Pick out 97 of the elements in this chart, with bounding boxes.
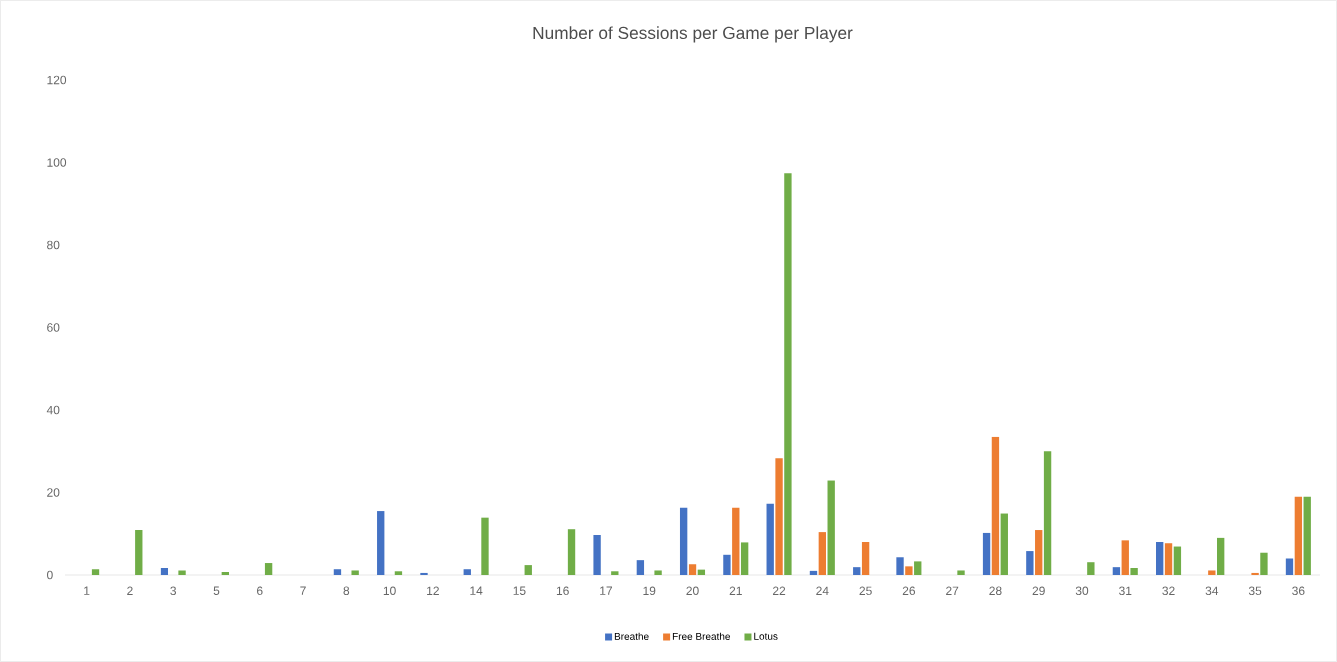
bar <box>1303 496 1311 575</box>
x-tick-label: 34 <box>1205 586 1219 596</box>
bar <box>593 534 601 575</box>
x-tick-label: 25 <box>859 586 872 596</box>
bar <box>766 503 774 575</box>
bar <box>463 569 471 575</box>
x-tick-label: 35 <box>1248 586 1262 596</box>
bar <box>264 563 273 575</box>
bar <box>818 532 827 575</box>
bar <box>1216 537 1225 575</box>
bar <box>1130 567 1138 575</box>
x-tick-label: 30 <box>1075 586 1089 596</box>
x-tick-label: 14 <box>470 586 483 595</box>
x-tick-label: 7 <box>300 586 306 595</box>
x-tick-label: 2 <box>127 586 133 595</box>
bar <box>1112 567 1121 575</box>
bar <box>1208 570 1216 575</box>
bar <box>394 571 403 575</box>
bar <box>957 570 965 575</box>
bar <box>1000 513 1008 575</box>
bar <box>1026 551 1034 575</box>
x-tick-label: 17 <box>600 586 613 595</box>
bar <box>1035 530 1043 575</box>
x-tick-label: 5 <box>213 586 220 595</box>
x-tick-label: 20 <box>686 586 699 596</box>
bar <box>654 570 662 575</box>
bar <box>1121 540 1129 575</box>
bar <box>1260 552 1268 575</box>
y-tick-label: 100 <box>47 158 67 167</box>
x-tick-label: 26 <box>902 586 916 596</box>
bar <box>377 511 385 575</box>
bar <box>420 572 428 575</box>
bar <box>1043 451 1052 575</box>
bar <box>178 570 186 575</box>
bar <box>914 561 922 575</box>
y-tick-label: 120 <box>47 75 67 85</box>
bar <box>1156 542 1164 575</box>
bar <box>1087 562 1095 575</box>
y-tick-label: 80 <box>47 240 60 250</box>
bar <box>784 173 792 575</box>
x-tick-label: 1 <box>84 586 90 595</box>
y-tick-label: 40 <box>46 405 60 415</box>
x-tick-label: 16 <box>556 586 569 596</box>
x-tick-label: 10 <box>383 586 396 596</box>
bar <box>827 480 835 575</box>
bar <box>333 569 342 575</box>
bar <box>861 542 870 575</box>
bar <box>351 570 359 575</box>
bar <box>567 529 576 575</box>
bar <box>775 458 783 575</box>
bar <box>91 569 100 575</box>
chart-title: Number of Sessions per Game per Player <box>533 26 853 43</box>
bar <box>688 564 697 575</box>
x-tick-label: 22 <box>772 586 786 595</box>
bar <box>723 554 731 575</box>
bar <box>524 565 532 575</box>
bar <box>679 507 688 575</box>
bar <box>809 570 818 575</box>
bar <box>160 567 169 575</box>
x-tick-label: 31 <box>1119 586 1132 596</box>
x-tick-label: 24 <box>816 586 829 595</box>
x-tick-label: 32 <box>1162 586 1175 596</box>
bar <box>905 566 913 575</box>
bar <box>135 530 143 575</box>
bar <box>853 567 861 575</box>
bar <box>636 560 645 575</box>
x-tick-label: 8 <box>343 586 350 596</box>
bar <box>697 569 706 575</box>
x-tick-label: 3 <box>170 586 177 596</box>
bar <box>982 532 991 575</box>
legend-label: Free Breathe <box>672 632 731 640</box>
y-tick-label: 0 <box>47 570 53 580</box>
x-tick-label: 28 <box>989 586 1002 596</box>
bar <box>1294 496 1303 575</box>
legend-label: Lotus <box>754 632 778 640</box>
bar <box>740 542 749 575</box>
bar <box>1164 543 1173 575</box>
legend-label: Breathe <box>614 632 649 640</box>
x-tick-label: 19 <box>643 586 656 596</box>
x-tick-label: 29 <box>1032 586 1045 596</box>
bar <box>481 517 489 575</box>
x-tick-label: 6 <box>257 586 263 596</box>
x-tick-label: 15 <box>513 586 526 595</box>
y-tick-label: 20 <box>47 488 60 497</box>
bar <box>732 507 740 575</box>
x-tick-label: 12 <box>427 586 439 595</box>
bar <box>1251 572 1259 575</box>
bar <box>611 571 619 575</box>
x-tick-label: 27 <box>946 586 959 595</box>
bar <box>896 557 904 575</box>
bar <box>1173 546 1182 575</box>
y-tick-label: 60 <box>47 323 60 332</box>
bar <box>991 436 1000 575</box>
x-tick-label: 36 <box>1292 586 1305 596</box>
bar <box>1285 558 1294 575</box>
x-tick-label: 21 <box>729 586 742 595</box>
bar <box>221 572 230 575</box>
